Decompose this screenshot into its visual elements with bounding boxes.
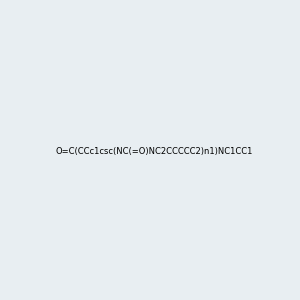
- Text: O=C(CCc1csc(NC(=O)NC2CCCCC2)n1)NC1CC1: O=C(CCc1csc(NC(=O)NC2CCCCC2)n1)NC1CC1: [55, 147, 252, 156]
